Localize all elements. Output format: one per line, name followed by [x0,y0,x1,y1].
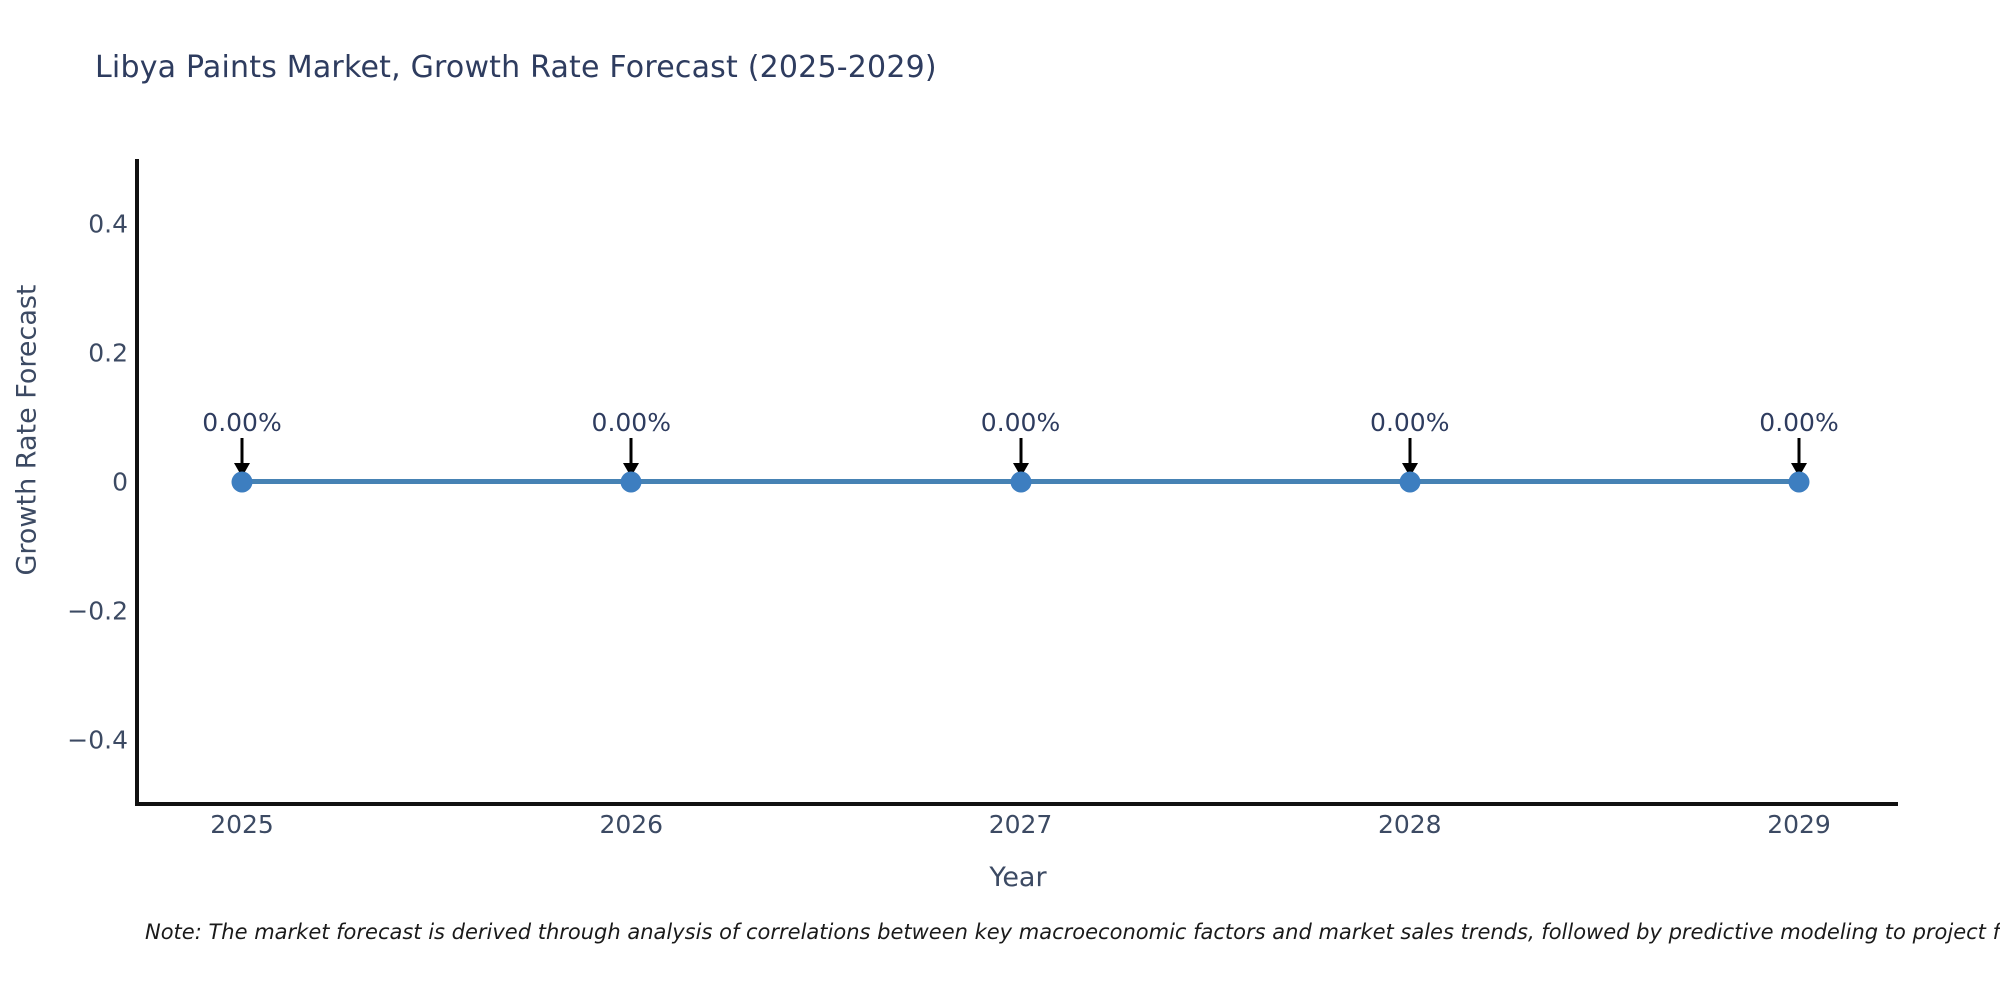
data-point-marker [231,471,253,492]
footnote: Note: The market forecast is derived thr… [145,920,2000,944]
y-tick-label: −0.4 [67,725,128,754]
x-axis-spine [135,802,1898,806]
annotation-arrow-shaft [1408,438,1412,465]
point-annotation-label: 0.00% [202,408,282,437]
annotation-arrow-shaft [629,438,633,465]
y-tick-label: 0.2 [88,338,128,367]
y-axis-title: Growth Rate Forecast [11,284,43,576]
annotation-arrow-shaft [1019,438,1022,465]
y-axis-spine [135,159,139,806]
data-point-marker [620,471,642,492]
x-tick-label: 2027 [988,810,1053,839]
x-axis-title: Year [989,862,1047,893]
y-tick-label: 0.4 [88,209,128,238]
data-point-marker [1788,471,1810,492]
point-annotation-label: 0.00% [1370,408,1450,437]
x-tick-label: 2029 [1767,810,1831,839]
x-tick-label: 2028 [1377,810,1442,839]
point-annotation-label: 0.00% [980,408,1061,437]
annotation-arrow-shaft [240,438,244,465]
chart-title: Libya Paints Market, Growth Rate Forecas… [95,50,937,85]
data-point-marker [1399,471,1421,492]
point-annotation-label: 0.00% [1759,408,1839,437]
x-tick-label: 2025 [210,810,274,839]
y-tick-label: 0 [112,467,128,496]
x-tick-label: 2026 [599,810,664,839]
y-tick-label: −0.2 [67,596,128,625]
point-annotation-label: 0.00% [591,408,671,437]
annotation-arrow-shaft [1797,438,1801,465]
data-point-marker [1010,471,1031,492]
